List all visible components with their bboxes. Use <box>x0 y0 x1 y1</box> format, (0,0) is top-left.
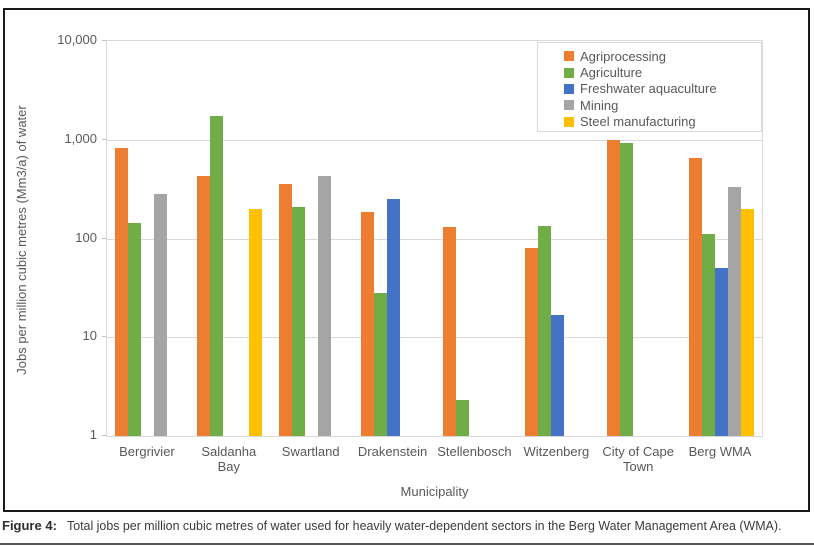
bar-agriculture <box>128 222 142 436</box>
legend-item: Agriprocessing <box>564 48 761 64</box>
figure-caption-label: Figure 4: <box>2 518 57 533</box>
bar-steel-manufacturing <box>740 208 754 436</box>
y-tick-mark <box>102 138 106 140</box>
legend-label: Freshwater aquaculture <box>580 81 717 97</box>
x-label: Berg WMA <box>688 444 752 459</box>
figure-caption-text: Total jobs per million cubic metres of w… <box>67 518 782 533</box>
x-label: Drakenstein <box>357 444 428 459</box>
x-label: City of Cape Town <box>602 444 674 474</box>
y-tick-label: 1,000 <box>64 130 97 146</box>
bar-steel-manufacturing <box>249 208 263 436</box>
y-tick-mark <box>102 435 106 436</box>
legend-item: Mining <box>564 97 761 113</box>
legend-swatch-icon <box>564 116 574 127</box>
legend-label: Steel manufacturing <box>580 114 696 130</box>
bar-agriprocessing <box>361 212 375 436</box>
x-axis-labels: Bergrivier Saldanha Bay Swartland Drakenstei… <box>106 444 763 476</box>
y-tick-label: 10,000 <box>57 32 97 47</box>
bar-freshwater-aquaculture <box>550 314 564 436</box>
x-label: Witzenberg <box>523 444 590 459</box>
y-tick-mark <box>102 40 106 41</box>
bar-freshwater-aquaculture <box>387 199 401 436</box>
bar-agriprocessing <box>115 147 129 436</box>
x-label: Swartland <box>281 444 340 459</box>
bar-agriprocessing <box>442 227 456 436</box>
bar-agriculture <box>292 206 306 436</box>
y-tick-label: 10 <box>82 328 97 344</box>
bar-agriculture <box>701 234 715 436</box>
gridline <box>107 139 762 141</box>
bar-agriprocessing <box>279 183 293 436</box>
legend-label: Agriprocessing <box>580 48 666 64</box>
gridline <box>107 337 762 339</box>
legend-label: Agriculture <box>580 65 643 81</box>
y-tick-mark <box>102 237 106 239</box>
legend-item: Steel manufacturing <box>564 114 761 130</box>
bar-agriculture <box>619 143 633 436</box>
legend-swatch-icon <box>564 83 574 94</box>
legend: Agriprocessing Agriculture Freshwater aqua… <box>537 42 762 132</box>
x-label: Bergrivier <box>119 444 175 459</box>
legend-item: Freshwater aquaculture <box>564 81 761 97</box>
bar-mining <box>318 176 332 436</box>
y-tick-label: 100 <box>75 229 97 245</box>
bar-agriprocessing <box>197 175 211 436</box>
bar-freshwater-aquaculture <box>714 268 728 436</box>
y-tick-mark <box>102 336 106 338</box>
bar-agriprocessing <box>606 139 620 436</box>
legend-swatch-icon <box>564 51 574 62</box>
bar-mining <box>154 193 168 436</box>
bar-mining <box>727 187 741 436</box>
legend-swatch-icon <box>564 100 574 111</box>
bar-agriprocessing <box>688 158 702 436</box>
x-axis-title: Municipality <box>400 484 469 499</box>
bar-agriculture <box>210 115 224 436</box>
legend-item: Agriculture <box>564 64 761 80</box>
bar-agriculture <box>455 400 469 436</box>
y-tick-label: 1 <box>89 427 97 442</box>
gridline <box>107 238 762 240</box>
bar-agriculture <box>374 293 388 436</box>
bottom-divider <box>0 543 814 545</box>
bar-agriprocessing <box>524 248 538 436</box>
plot-area <box>106 40 763 437</box>
bar-agriculture <box>537 225 551 436</box>
x-label: Stellenbosch <box>437 444 512 459</box>
x-label: Saldanha Bay <box>201 444 257 474</box>
legend-label: Mining <box>580 97 619 113</box>
legend-swatch-icon <box>564 67 574 78</box>
figure-caption: Figure 4: Total jobs per million cubic m… <box>0 518 814 536</box>
